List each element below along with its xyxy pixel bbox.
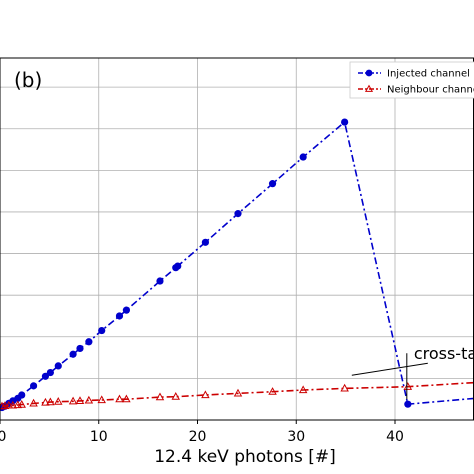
x-tick-label: 20 (189, 429, 207, 445)
data-point (122, 394, 131, 403)
series-layer (0, 118, 474, 412)
data-point (97, 395, 106, 404)
annotation-line (351, 362, 428, 376)
legend-label: Neighbour channel (387, 85, 474, 96)
data-point (340, 383, 349, 392)
data-point (29, 382, 38, 390)
data-point (171, 392, 181, 400)
data-point (115, 312, 124, 320)
annotation-text: cross-talk (414, 344, 474, 363)
x-tick-label: 10 (90, 429, 108, 445)
data-point (29, 398, 38, 407)
legend: Injected channel Neighbour channel (349, 61, 474, 99)
legend-item: Neighbour channel (358, 85, 474, 96)
legend-label: Injected channel (387, 69, 470, 80)
data-point (156, 277, 164, 285)
data-point (234, 210, 242, 218)
legend-marker (364, 84, 374, 92)
data-point (68, 396, 78, 405)
data-point (69, 350, 77, 358)
data-point (41, 397, 50, 406)
x-tick-label: 0 (0, 429, 6, 445)
data-point (341, 118, 349, 126)
data-point (174, 262, 182, 270)
data-point (268, 387, 277, 395)
legend-box (349, 61, 474, 99)
data-point (122, 306, 130, 314)
data-point (268, 180, 277, 188)
legend-marker (365, 69, 373, 77)
series-line (1, 120, 474, 409)
data-point (98, 326, 106, 335)
series-neighbour-channel (0, 381, 474, 410)
data-point (233, 388, 243, 397)
data-point (76, 344, 84, 353)
series-line (1, 381, 474, 408)
data-point (298, 385, 308, 394)
data-point (201, 390, 210, 399)
data-point (75, 396, 85, 404)
legend-item: Injected channel (358, 69, 470, 80)
data-point (46, 368, 54, 377)
annotations: cross-talk (351, 344, 474, 400)
data-point (84, 395, 94, 404)
data-point (201, 238, 209, 246)
data-point (403, 382, 413, 390)
plot-frame (0, 57, 474, 421)
data-point (299, 153, 307, 161)
x-tick-label: 30 (287, 429, 305, 445)
data-point (404, 400, 412, 408)
data-point (54, 397, 63, 405)
x-axis-label: 12.4 keV photons [#] (154, 447, 336, 467)
data-point (18, 391, 26, 399)
data-point (115, 394, 124, 403)
data-point (41, 372, 50, 380)
x-tick-label: 40 (386, 429, 404, 445)
data-point (8, 400, 18, 409)
data-point (17, 399, 26, 408)
data-point (46, 397, 55, 406)
x-ticks: 0 10 20 30 40 (0, 420, 404, 445)
data-point (155, 392, 165, 401)
data-point (54, 362, 62, 370)
grid-lines (0, 58, 474, 420)
data-point (85, 338, 93, 346)
panel-label: (b) (14, 68, 42, 92)
